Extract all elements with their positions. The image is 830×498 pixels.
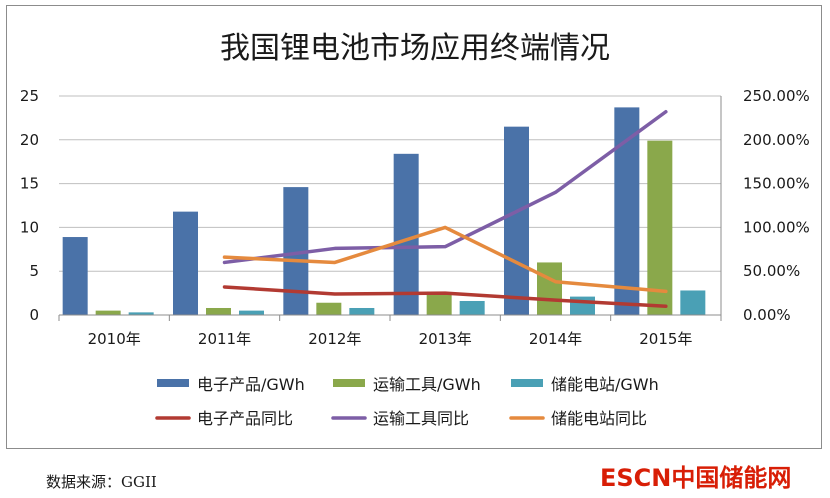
bar <box>647 140 673 315</box>
bar <box>426 293 452 315</box>
bar <box>316 302 342 315</box>
bar <box>349 307 375 315</box>
bar <box>393 153 419 315</box>
y-right-tick-label: 200.00% <box>743 131 810 149</box>
chart-svg: 我国锂电池市场应用终端情况 05101520250.00%50.00%100.0… <box>20 31 810 428</box>
bar <box>537 262 562 315</box>
lines <box>222 110 668 308</box>
bar <box>504 126 529 315</box>
axes: 05101520250.00%50.00%100.00%150.00%200.0… <box>20 87 810 348</box>
bars <box>62 107 706 315</box>
bar <box>128 312 154 315</box>
y-left-tick-label: 10 <box>20 218 39 236</box>
y-right-tick-label: 0.00% <box>743 306 791 324</box>
y-right-tick-label: 250.00% <box>743 87 810 105</box>
legend-label: 运输工具同比 <box>373 409 469 428</box>
legend-swatch <box>157 379 189 387</box>
escn-logo: ESCN中国储能网 <box>600 464 792 492</box>
x-tick-label: 2010年 <box>88 330 141 348</box>
x-tick-label: 2012年 <box>308 330 361 348</box>
x-tick-label: 2011年 <box>198 330 251 348</box>
y-right-tick-label: 150.00% <box>743 175 810 193</box>
legend-label: 储能电站/GWh <box>551 375 659 394</box>
x-tick-label: 2014年 <box>529 330 582 348</box>
y-left-tick-label: 15 <box>20 175 39 193</box>
legend-label: 电子产品/GWh <box>197 375 305 394</box>
y-right-tick-label: 50.00% <box>743 262 800 280</box>
chart-title: 我国锂电池市场应用终端情况 <box>220 31 610 66</box>
x-tick-label: 2013年 <box>419 330 472 348</box>
source-note: 数据来源：GGII <box>46 473 157 491</box>
y-left-tick-label: 5 <box>29 262 39 280</box>
legend: 电子产品/GWh 运输工具/GWh 储能电站/GWh 电子产品同比 运输工具同比 储能电站… <box>155 375 659 428</box>
series-line <box>222 285 668 308</box>
x-tick-label: 2015年 <box>639 330 692 348</box>
chart-frame: 我国锂电池市场应用终端情况 0 5 10 15 20 25 0.00% 50.00% 100.0… <box>6 5 822 449</box>
series-line <box>222 225 668 294</box>
bar <box>173 211 198 315</box>
bar <box>95 310 121 315</box>
gridlines <box>59 95 721 272</box>
series-line <box>222 110 668 265</box>
bar <box>570 296 595 315</box>
legend-swatch <box>333 379 365 387</box>
y-left-tick-label: 0 <box>29 306 39 324</box>
y-left-tick-label: 20 <box>20 131 39 149</box>
bar <box>680 290 706 315</box>
legend-label: 电子产品同比 <box>197 409 293 428</box>
bar <box>459 300 485 315</box>
legend-label: 运输工具/GWh <box>373 375 481 394</box>
bar <box>239 310 264 315</box>
bar <box>206 307 231 315</box>
legend-swatch <box>511 379 543 387</box>
legend-label: 储能电站同比 <box>551 409 647 428</box>
bar <box>62 237 88 315</box>
y-right-tick-label: 100.00% <box>743 218 810 236</box>
y-left-tick-label: 25 <box>20 87 39 105</box>
